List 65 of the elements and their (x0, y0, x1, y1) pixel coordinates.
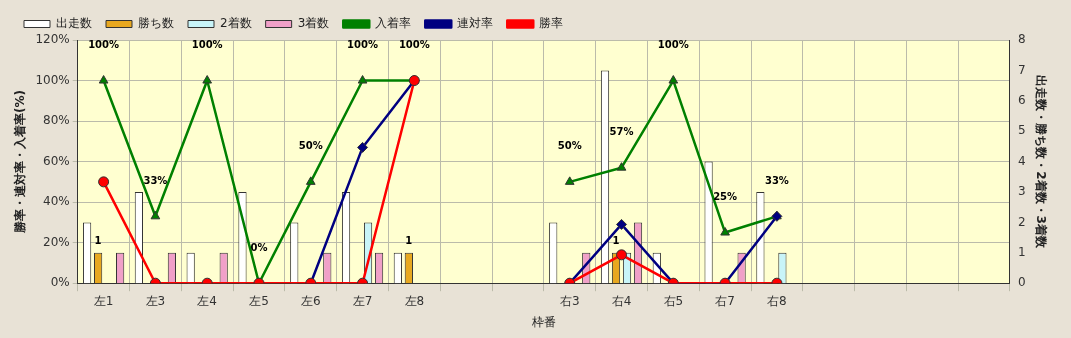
data-label: 25% (713, 191, 738, 203)
y2-tick-label: 0 (1017, 275, 1026, 290)
data-label: 100% (347, 39, 379, 51)
legend-label: 入着率 (375, 16, 412, 31)
point (564, 176, 575, 185)
x-tick-label: 左4 (197, 293, 218, 308)
x-axis-title: 枠番 (530, 314, 556, 329)
point (98, 176, 110, 188)
legend-label: 勝率 (539, 16, 564, 31)
y2-tick-label: 7 (1017, 62, 1026, 77)
point (357, 141, 369, 153)
legend-label: 連対率 (457, 16, 494, 31)
data-label: 100% (88, 39, 120, 51)
y-tick-label: 40% (43, 194, 70, 209)
y2-tick-label: 2 (1017, 214, 1026, 229)
point (305, 176, 316, 185)
y-tick-label: 80% (43, 113, 70, 128)
x-tick-label: 左8 (404, 293, 425, 308)
point (668, 75, 679, 84)
x-tick-label: 左7 (352, 293, 373, 308)
point (98, 75, 109, 84)
point (616, 162, 627, 171)
legend-label: 2着数 (220, 16, 252, 31)
point (150, 210, 161, 220)
point (616, 218, 628, 230)
y2-tick-label: 1 (1017, 244, 1026, 259)
point (357, 75, 368, 84)
y-tick-label: 20% (43, 234, 70, 249)
x-tick-label: 右8 (767, 293, 787, 308)
x-tick-label: 左5 (249, 293, 269, 308)
data-label: 50% (557, 140, 582, 152)
point (720, 227, 730, 236)
legend-label: 出走数 (56, 16, 92, 31)
data-label: 33% (764, 174, 789, 186)
data-label: 0% (250, 241, 268, 253)
data-label: 1 (405, 235, 413, 247)
data-label: 57% (609, 126, 634, 138)
data-label: 100% (398, 39, 430, 51)
y2-tick-label: 4 (1017, 153, 1026, 168)
legend-label: 3着数 (297, 16, 330, 31)
y-axis-title: 勝率・連対率・入着率(%) (13, 90, 28, 235)
x-tick-label: 左3 (145, 293, 166, 308)
y-tick-label: 120% (35, 32, 70, 47)
y2-tick-label: 3 (1017, 184, 1026, 199)
legend-label: 勝ち数 (138, 16, 174, 31)
y-tick-label: 0% (50, 275, 70, 290)
x-tick-label: 右7 (715, 293, 735, 308)
x-tick-label: 右4 (611, 293, 632, 308)
y-tick-label: 100% (35, 72, 70, 87)
x-tick-label: 右3 (559, 293, 580, 308)
y-tick-label: 60% (43, 153, 70, 168)
data-label: 1 (94, 235, 102, 247)
x-tick-label: 右5 (663, 293, 684, 308)
y2-tick-label: 8 (1017, 32, 1026, 47)
y2-tick-label: 5 (1017, 123, 1026, 138)
data-label: 100% (191, 39, 223, 51)
data-label: 100% (657, 39, 689, 51)
point (202, 75, 213, 84)
y2-tick-label: 6 (1017, 92, 1026, 107)
data-label: 1 (612, 235, 620, 247)
y2-axis-title: 出走数・勝ち数・2着数・3着数 (1033, 75, 1048, 249)
x-tick-label: 左1 (93, 293, 114, 308)
x-tick-label: 左6 (300, 293, 321, 308)
data-label: 33% (143, 174, 168, 186)
data-label: 50% (298, 140, 323, 152)
